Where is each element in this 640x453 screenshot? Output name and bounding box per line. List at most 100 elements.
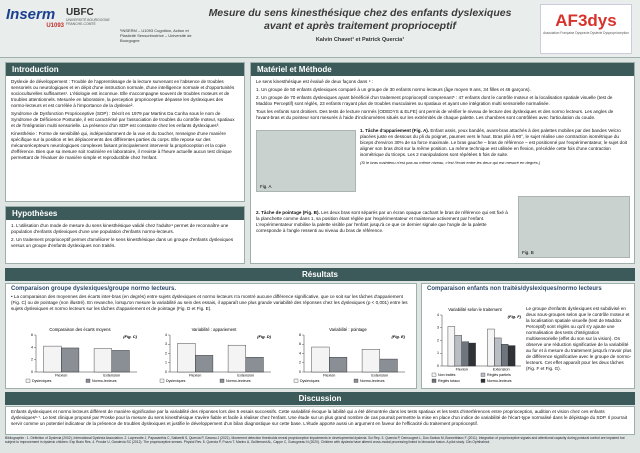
introduction: Introduction Dyslexie de développement :…	[5, 62, 245, 202]
affiliation: ¹INSERM – U1093 Cognition, Action et Pla…	[120, 28, 192, 43]
figure-label: (Fig. F)	[508, 314, 522, 319]
task1: 1. Tâche d'appariement (Fig. A). Enfant …	[360, 128, 632, 167]
y-tick-label: 4	[299, 351, 301, 355]
logo-af3dys: AF3dys Association Française Dyspraxie D…	[540, 4, 632, 54]
y-tick-label: 4	[165, 333, 167, 337]
bar	[379, 358, 398, 373]
logo-text: Inserm	[6, 6, 56, 23]
task-title: 2. Tâche de pointage (Fig. B).	[256, 210, 320, 215]
bar	[494, 337, 502, 367]
x-tick-label: Extension	[103, 374, 120, 378]
y-tick-label: 6	[299, 342, 301, 346]
legend-label: Normo-lecteurs	[487, 379, 512, 383]
y-tick-label: 1	[437, 351, 439, 355]
section-heading: Résultats	[5, 268, 635, 281]
y-tick-label: 0	[31, 370, 33, 374]
authors: Kalvin Chavet¹ et Patrick Quercia¹	[315, 37, 405, 43]
method-body: Le sens kinesthésique est évalué de deux…	[251, 76, 634, 126]
paragraph: 2. Un groupe de 70 enfants dyslexiques a…	[256, 94, 613, 106]
task-text: 1. Tâche d'appariement (Fig. A). Enfant …	[360, 128, 632, 158]
figure-title: Variabilité : pointage	[329, 327, 367, 332]
discussion: Enfants dyslexiques et normo lecteurs di…	[5, 406, 635, 435]
bar	[461, 341, 469, 367]
hypotheses: Hypothèses 1. L'utilisation d'un mode de…	[5, 206, 245, 264]
y-tick-label: 3	[165, 342, 167, 346]
task-title: 1. Tâche d'appariement (Fig. A).	[360, 128, 430, 133]
bar	[311, 346, 330, 373]
bibliography: Bibliographie : 1. Définition of Dyslexi…	[5, 436, 625, 445]
results-subtitle: Comparaison enfants non traités/dyslexiq…	[427, 286, 602, 292]
legend-swatch	[431, 378, 437, 383]
bar	[454, 335, 462, 367]
paragraph: Le sens kinesthésique est évalué de deux…	[256, 79, 374, 84]
legend-label: Dyslexiques	[166, 379, 186, 383]
bar	[361, 349, 380, 373]
y-tick-label: 4	[31, 345, 33, 349]
paragraph: Tous les enfants sont droitiers. Des tes…	[256, 108, 614, 120]
paragraph: Kinesthésie : Forme de sensibilité qui, …	[11, 130, 232, 160]
x-tick-label: Flexion	[55, 374, 67, 378]
logo-ubfc: UBFC UNIVERSITÉ BOURGOGNE FRANCHE-COMTÉ	[66, 7, 120, 37]
legend-label: Dyslexiques	[300, 379, 320, 383]
hypothesis: 2. Un traitement proprioceptif permet d'…	[11, 236, 234, 248]
results-subtitle: Comparaison groupe dyslexiques/groupe no…	[11, 286, 177, 292]
intro-body: Dyslexie de développement : Trouble de l…	[6, 76, 244, 166]
y-tick-label: 0	[437, 364, 439, 368]
legend-swatch	[480, 372, 486, 377]
paragraph: Dyslexie de développement : Trouble de l…	[11, 79, 235, 108]
bar	[111, 350, 130, 373]
y-tick-label: 1	[165, 361, 167, 365]
results-left: Comparaison groupe dyslexiques/groupe no…	[5, 283, 417, 389]
figure: Variabilité selon le traitement 0 1 2 3 4 Flex…	[426, 306, 524, 386]
logo-inserm: Inserm U1093	[6, 6, 64, 36]
results-right: Comparaison enfants non traités/dyslexiq…	[421, 283, 635, 389]
task-note: (Si le bras maintenu n'est pas au même n…	[360, 159, 541, 165]
legend-label: Réglés partiels	[487, 373, 511, 377]
paragraph: 1. Un groupe de 50 enfants dyslexiques c…	[256, 86, 531, 92]
illustration-a: Fig. A	[256, 130, 356, 192]
legend-swatch	[219, 378, 225, 383]
figure-title: Variabilité selon le traitement	[448, 307, 502, 312]
x-tick-label: Extension	[371, 374, 388, 378]
bar	[329, 357, 348, 373]
task-text: 2. Tâche de pointage (Fig. B). Les deux …	[256, 210, 512, 234]
y-tick-label: 4	[437, 313, 439, 317]
y-tick-label: 2	[31, 358, 33, 362]
legend-swatch	[353, 378, 359, 383]
figure: Comparaison des écarts moyens 0 2 4 6 Flexion…	[20, 326, 140, 386]
poster-title: Mesure du sens kinesthésique chez des en…	[208, 7, 512, 33]
figure-title: Variabilité : appariement	[192, 327, 238, 332]
bar	[195, 355, 214, 373]
bar	[447, 326, 456, 367]
hypothesis: 1. L'utilisation d'un mode de mesure du …	[11, 223, 229, 234]
logo-text: UBFC	[66, 7, 94, 18]
figure-label: (Fig. C)	[123, 334, 137, 339]
figure-title: Comparaison des écarts moyens	[49, 327, 110, 332]
hyp-body: 1. L'utilisation d'un mode de mesure du …	[6, 220, 244, 254]
legend-label: Dyslexiques	[32, 379, 52, 383]
y-tick-label: 3	[437, 326, 439, 330]
legend-swatch	[431, 372, 437, 377]
x-tick-label: Extension	[237, 374, 254, 378]
x-tick-label: Flexion	[456, 368, 468, 372]
results-text: • La comparaison des moyennes des écarts…	[11, 294, 408, 311]
legend-label: Normo-lecteurs	[360, 379, 385, 383]
x-tick-label: Flexion	[323, 374, 335, 378]
logo-sub: Association Française Dyspraxie Dyslexie…	[543, 31, 629, 35]
task2: 2. Tâche de pointage (Fig. B). Les deux …	[256, 210, 512, 236]
bar	[43, 345, 62, 373]
section-heading: Introduction	[6, 63, 244, 76]
logo-text: AF3dys	[555, 11, 617, 30]
legend-label: Réglés totaux	[438, 379, 460, 383]
bar	[61, 347, 80, 373]
header	[0, 0, 640, 58]
illustration-b: Fig. B	[518, 196, 630, 258]
legend-swatch	[293, 378, 299, 383]
y-tick-label: 8	[299, 333, 301, 337]
figure: Variabilité : appariement 0 1 2 3 4 Flexion Ext…	[154, 326, 274, 386]
logo-sub: U1093	[46, 23, 64, 29]
discussion-text: Enfants dyslexiques et normo lecteurs di…	[11, 409, 627, 426]
figure-label: (Fig. E)	[391, 334, 405, 339]
figure-label: (Fig. D)	[257, 334, 271, 339]
